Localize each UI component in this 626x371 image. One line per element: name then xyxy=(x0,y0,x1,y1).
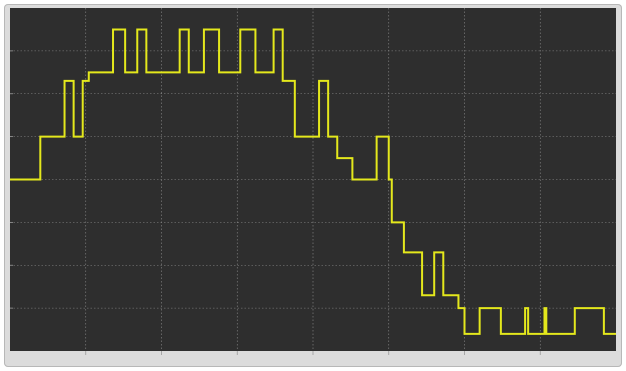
step-chart xyxy=(10,8,616,355)
grid-lines xyxy=(10,8,616,351)
tick-marks xyxy=(10,50,541,355)
series-line xyxy=(10,28,616,335)
